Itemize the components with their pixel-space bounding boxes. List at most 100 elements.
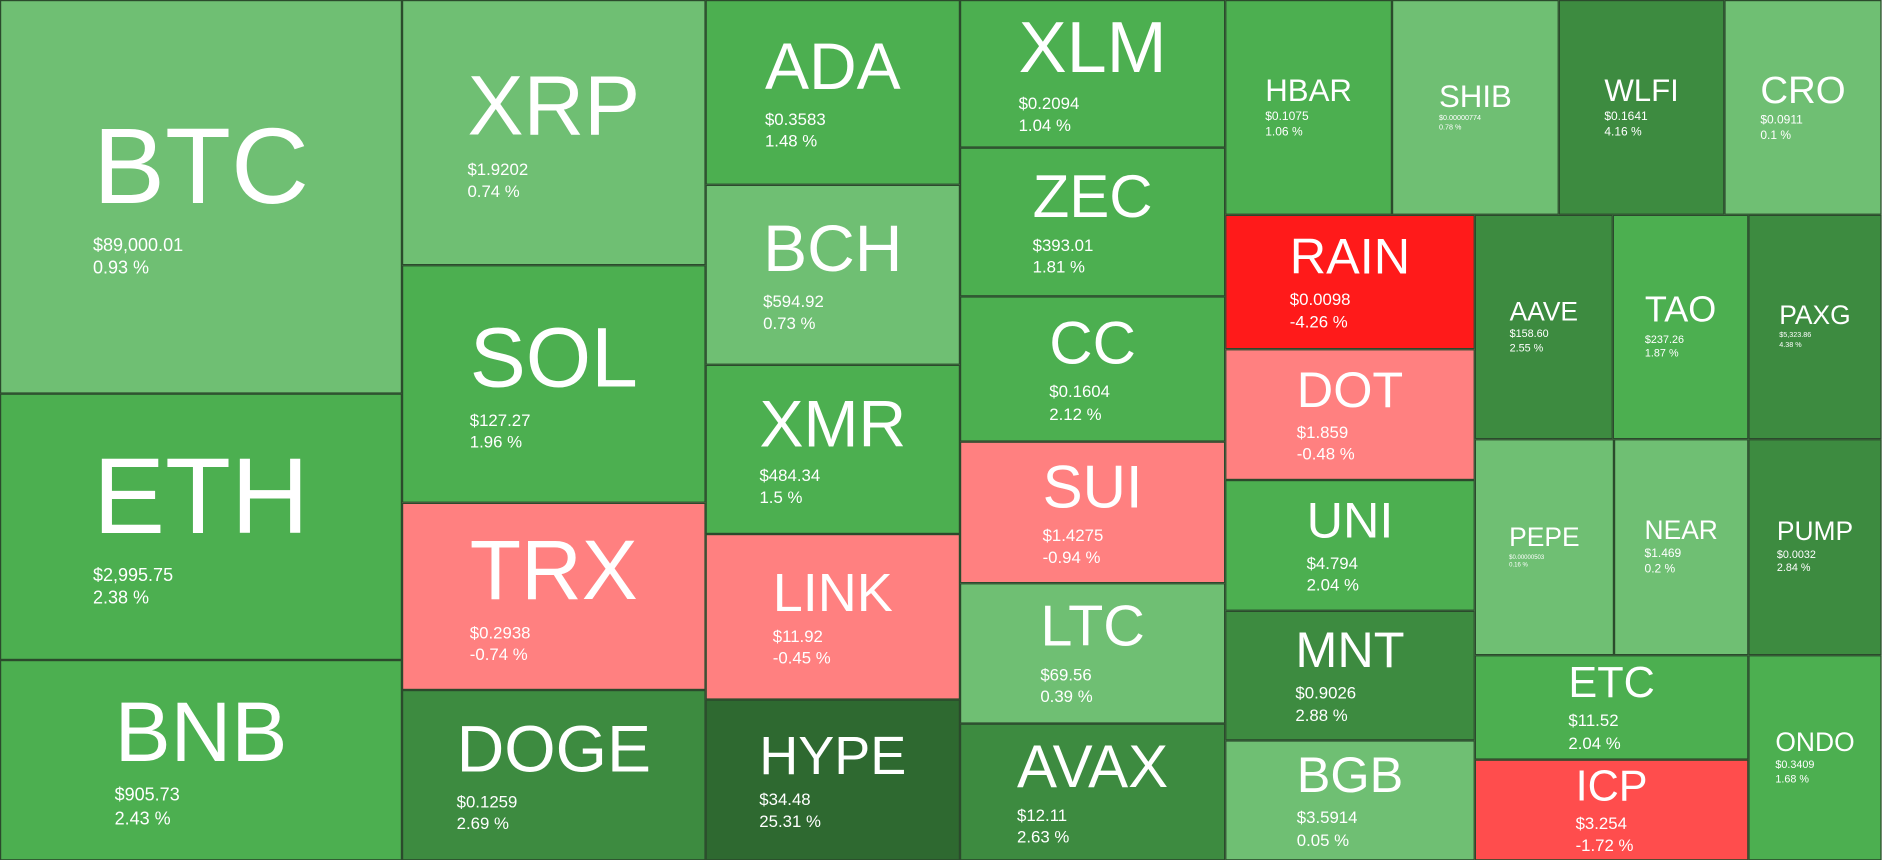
tile-symbol: LTC [1040, 595, 1145, 660]
tile-shib[interactable]: SHIB $0.00000774 0.78 % [1392, 0, 1559, 215]
tile-icp[interactable]: ICP $3.254 -1.72 % [1474, 759, 1749, 860]
tile-content: TRX $0.2938 -0.74 % [470, 528, 638, 666]
tile-xlm[interactable]: XLM $0.2094 1.04 % [960, 0, 1226, 148]
tile-price: $0.3583 [764, 108, 826, 128]
tile-price: $0.0032 [1776, 547, 1816, 560]
tile-price: $0.1259 [456, 791, 518, 811]
tile-ltc[interactable]: LTC $69.56 0.39 % [960, 583, 1226, 724]
tile-change: -0.94 % [1042, 547, 1101, 567]
tile-price: $0.0098 [1289, 289, 1351, 309]
tile-symbol: SUI [1042, 453, 1143, 521]
tile-content: XMR $484.34 1.5 % [759, 385, 907, 509]
tile-content: BNB $905.73 2.43 % [115, 690, 288, 831]
tile-avax[interactable]: AVAX $12.11 2.63 % [960, 723, 1226, 860]
tile-symbol: ETH [93, 436, 309, 557]
tile-change: 0.39 % [1040, 686, 1093, 707]
tile-bnb[interactable]: BNB $905.73 2.43 % [0, 660, 403, 860]
tile-etc[interactable]: ETC $11.52 2.04 % [1474, 655, 1749, 760]
tile-price: $905.73 [114, 785, 180, 806]
tile-price: $484.34 [759, 465, 821, 485]
tile-xmr[interactable]: XMR $484.34 1.5 % [705, 364, 961, 534]
tile-bch[interactable]: BCH $594.92 0.73 % [705, 184, 961, 365]
tile-price: $89,000.01 [93, 235, 184, 256]
tile-symbol: NEAR [1644, 514, 1718, 545]
tile-content: ETH $2,995.75 2.38 % [93, 443, 309, 611]
tile-eth[interactable]: ETH $2,995.75 2.38 % [0, 393, 403, 660]
tile-change: 1.81 % [1032, 256, 1085, 276]
tile-rain[interactable]: RAIN $0.0098 -4.26 % [1225, 214, 1475, 350]
tile-price: $12.11 [1017, 804, 1068, 825]
tile-change: 1.5 % [759, 487, 803, 507]
tile-content: RAIN $0.0098 -4.26 % [1289, 231, 1410, 332]
tile-change: 4.16 % [1604, 126, 1642, 140]
tile-paxg[interactable]: PAXG $5,323.86 4.38 % [1748, 214, 1882, 440]
tile-change: -0.48 % [1296, 444, 1355, 464]
tile-dot[interactable]: DOT $1.859 -0.48 % [1225, 349, 1475, 481]
tile-symbol: AAVE [1509, 295, 1579, 326]
tile-hbar[interactable]: HBAR $0.1075 1.06 % [1225, 0, 1392, 215]
tile-content: NEAR $1.469 0.2 % [1644, 514, 1718, 578]
tile-pump[interactable]: PUMP $0.0032 2.84 % [1748, 439, 1882, 656]
tile-ondo[interactable]: ONDO $0.3409 1.68 % [1748, 655, 1882, 860]
tile-change: 2.38 % [93, 588, 150, 609]
tile-change: 1.68 % [1775, 772, 1810, 785]
tile-symbol: SOL [469, 310, 638, 404]
tile-wlfi[interactable]: WLFI $0.1641 4.16 % [1558, 0, 1725, 215]
tile-content: ONDO $0.3409 1.68 % [1775, 728, 1854, 787]
tile-content: BTC $89,000.01 0.93 % [93, 113, 309, 281]
tile-xrp[interactable]: XRP $1.9202 0.74 % [402, 0, 706, 266]
tile-price: $0.2938 [469, 622, 531, 642]
tile-symbol: XMR [759, 385, 907, 461]
tile-symbol: BNB [114, 684, 288, 779]
tile-sui[interactable]: SUI $1.4275 -0.94 % [960, 441, 1226, 584]
tile-link[interactable]: LINK $11.92 -0.45 % [705, 534, 961, 700]
tile-price: $0.1641 [1604, 110, 1648, 124]
tile-content: CRO $0.0911 0.1 % [1760, 70, 1845, 144]
tile-price: $393.01 [1032, 234, 1094, 255]
tile-uni[interactable]: UNI $4.794 2.04 % [1225, 480, 1475, 611]
tile-content: AAVE $158.60 2.55 % [1510, 298, 1578, 356]
tile-content: PEPE $0.00000503 0.16 % [1509, 524, 1579, 570]
tile-tao[interactable]: TAO $237.26 1.87 % [1612, 214, 1749, 440]
tile-content: MNT $0.9026 2.88 % [1295, 621, 1405, 726]
tile-symbol: MNT [1295, 621, 1405, 679]
tile-content: CC $0.1604 2.12 % [1049, 314, 1136, 425]
tile-doge[interactable]: DOGE $0.1259 2.69 % [402, 690, 706, 860]
tile-content: SHIB $0.00000774 0.78 % [1439, 81, 1512, 135]
tile-pepe[interactable]: PEPE $0.00000503 0.16 % [1474, 439, 1615, 656]
tile-content: LINK $11.92 -0.45 % [773, 565, 893, 669]
tile-change: 2.84 % [1776, 561, 1811, 574]
tile-content: BGB $3.5914 0.05 % [1297, 750, 1403, 850]
tile-cro[interactable]: CRO $0.0911 0.1 % [1724, 0, 1882, 215]
tile-hype[interactable]: HYPE $34.48 25.31 % [705, 699, 961, 860]
tile-content: ADA $0.3583 1.48 % [764, 33, 901, 152]
tile-mnt[interactable]: MNT $0.9026 2.88 % [1225, 610, 1475, 741]
tile-aave[interactable]: AAVE $158.60 2.55 % [1474, 214, 1613, 440]
tile-btc[interactable]: BTC $89,000.01 0.93 % [0, 0, 403, 394]
tile-symbol: AVAX [1017, 732, 1169, 801]
tile-price: $0.9026 [1295, 683, 1357, 703]
tile-symbol: BTC [93, 106, 309, 227]
tile-zec[interactable]: ZEC $393.01 1.81 % [960, 147, 1226, 297]
tile-change: -0.74 % [469, 644, 528, 664]
tile-change: 0.93 % [93, 258, 150, 279]
tile-content: TAO $237.26 1.87 % [1645, 292, 1716, 361]
tile-price: $0.1075 [1265, 110, 1309, 124]
tile-cc[interactable]: CC $0.1604 2.12 % [960, 296, 1226, 442]
tile-content: LTC $69.56 0.39 % [1040, 599, 1145, 707]
tile-price: $0.3409 [1775, 758, 1815, 771]
tile-price: $69.56 [1040, 665, 1092, 685]
tile-symbol: DOT [1296, 360, 1404, 418]
tile-change: 0.05 % [1296, 829, 1350, 850]
tile-symbol: XLM [1018, 6, 1167, 88]
tile-symbol: PUMP [1776, 516, 1854, 546]
tile-sol[interactable]: SOL $127.27 1.96 % [402, 265, 706, 503]
tile-near[interactable]: NEAR $1.469 0.2 % [1614, 439, 1749, 656]
tile-ada[interactable]: ADA $0.3583 1.48 % [705, 0, 961, 185]
tile-content: SOL $127.27 1.96 % [470, 315, 638, 453]
tile-symbol: BCH [763, 211, 903, 286]
tile-trx[interactable]: TRX $0.2938 -0.74 % [402, 502, 706, 690]
tile-bgb[interactable]: BGB $3.5914 0.05 % [1225, 740, 1475, 860]
tile-content: SUI $1.4275 -0.94 % [1043, 457, 1143, 568]
tile-symbol: ZEC [1032, 162, 1153, 231]
